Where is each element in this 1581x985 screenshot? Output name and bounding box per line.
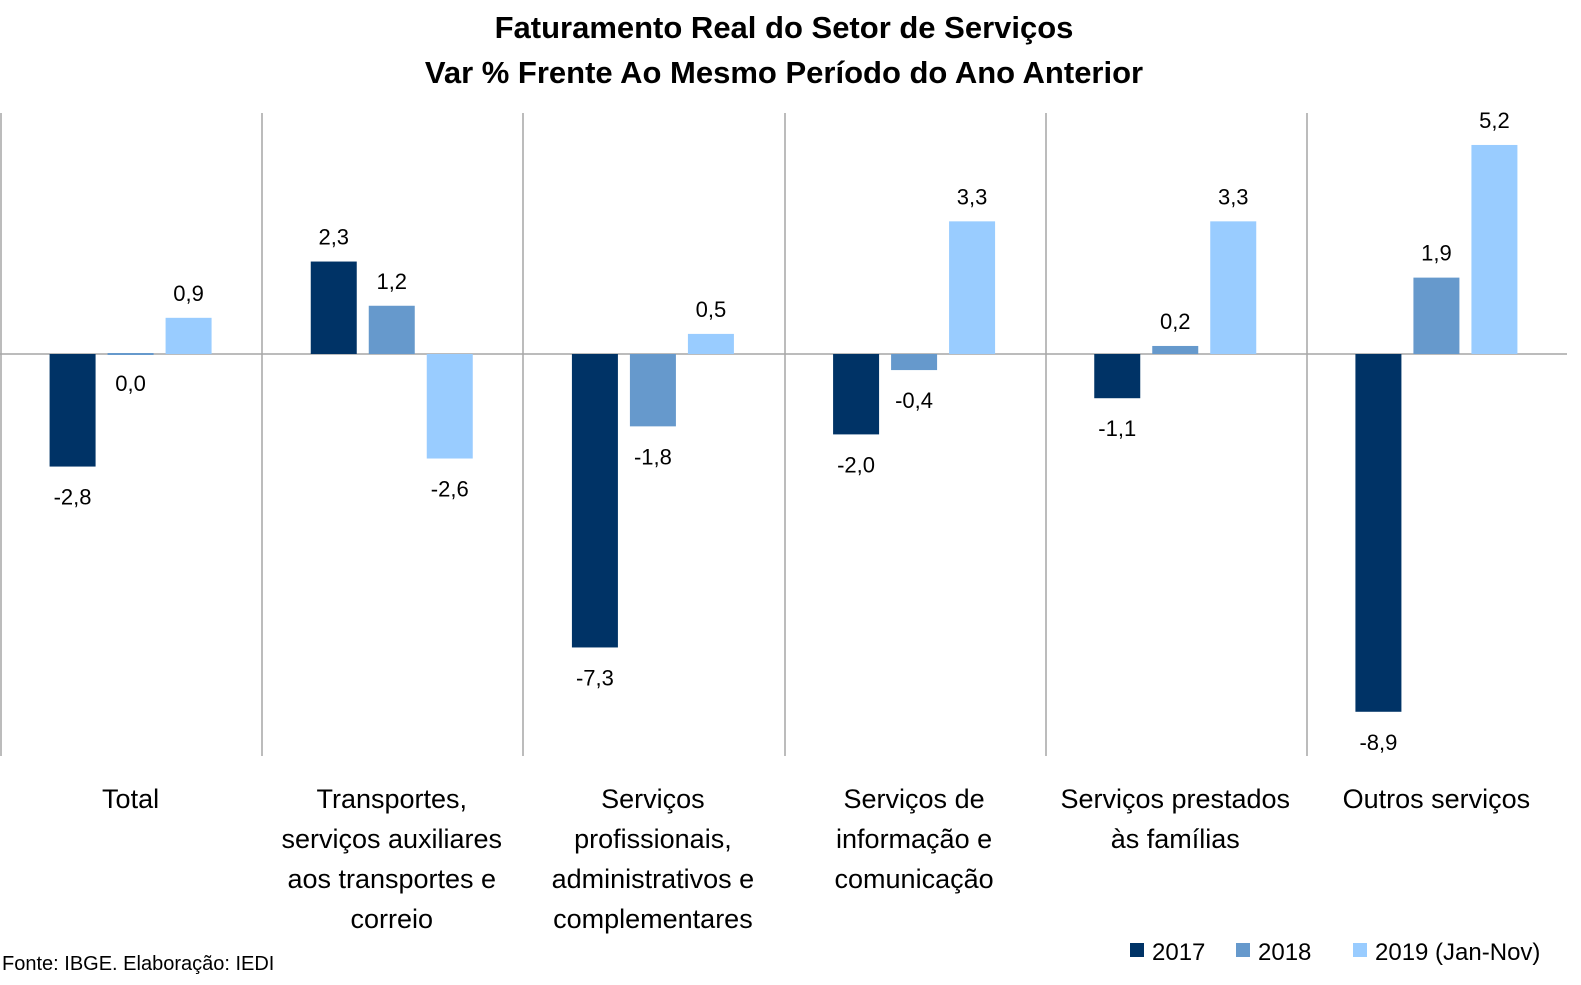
bar-2017-1: [310, 261, 357, 354]
bar-2018-2: [629, 354, 676, 427]
bar-2018-5: [1413, 277, 1460, 354]
bar-2017-2: [571, 354, 618, 648]
category-label: comunicação: [835, 864, 994, 894]
category-label: aos transportes e: [287, 864, 496, 894]
data-label: -2,8: [54, 485, 92, 510]
legend-label: 2019 (Jan-Nov): [1375, 939, 1540, 966]
category-label: Serviços: [601, 784, 705, 814]
data-label: 0,2: [1160, 309, 1191, 334]
data-label: 3,3: [957, 184, 988, 209]
category-label: Serviços prestados: [1060, 784, 1290, 814]
bar-2017-3: [833, 354, 880, 435]
data-label: -1,1: [1098, 416, 1136, 441]
bar-2017-4: [1094, 354, 1141, 399]
bar-2018-0: [107, 353, 154, 355]
data-label: 1,2: [376, 269, 407, 294]
bars-group: [49, 144, 1518, 712]
legend: 2017 2018 2019 (Jan-Nov): [1130, 939, 1540, 966]
data-label: 2,3: [318, 225, 349, 250]
bar-2017-0: [49, 354, 96, 467]
data-label: 0,5: [696, 297, 727, 322]
bar-2018-1: [368, 305, 415, 354]
category-labels-group: Total Transportes, serviços auxiliares aos …: [102, 784, 1530, 934]
data-label: -1,8: [634, 444, 672, 469]
data-label: 1,9: [1421, 241, 1452, 266]
bar-2019-jan-nov--3: [949, 221, 996, 354]
bar-2019-jan-nov--0: [165, 317, 212, 354]
data-label: -2,6: [431, 477, 469, 502]
category-label: complementares: [553, 904, 753, 934]
bar-2019-jan-nov--2: [687, 333, 734, 354]
bar-2018-4: [1152, 345, 1199, 354]
legend-label: 2018: [1258, 939, 1311, 966]
bar-2019-jan-nov--4: [1210, 221, 1257, 354]
bar-2019-jan-nov--5: [1471, 144, 1518, 354]
data-label: 3,3: [1218, 184, 1249, 209]
data-label: 0,0: [115, 371, 146, 396]
category-label: profissionais,: [574, 824, 732, 854]
category-label: administrativos e: [552, 864, 755, 894]
category-label: Total: [102, 784, 159, 814]
legend-swatch: [1236, 943, 1250, 957]
category-label: às famílias: [1111, 824, 1240, 854]
bar-2017-5: [1355, 354, 1402, 712]
category-separators: [0, 113, 1308, 756]
bar-2018-3: [891, 354, 938, 371]
source-note: Fonte: IBGE. Elaboração: IEDI: [2, 953, 274, 975]
legend-swatch: [1353, 943, 1367, 957]
category-label: serviços auxiliares: [281, 824, 502, 854]
chart-title: Faturamento Real do Setor de Serviços: [495, 10, 1074, 45]
legend-swatch: [1130, 943, 1144, 957]
category-label: Serviços de: [844, 784, 985, 814]
data-label: 0,9: [173, 281, 204, 306]
data-label: -8,9: [1359, 730, 1397, 755]
category-label: Outros serviços: [1343, 784, 1531, 814]
data-label: -2,0: [837, 452, 875, 477]
bar-2019-jan-nov--1: [426, 354, 473, 459]
category-label: Transportes,: [316, 784, 467, 814]
data-label: 5,2: [1479, 108, 1510, 133]
data-labels-group: -2,8 2,3 -7,3 -2,0 -1,1 -8,9 0,0 1,2 -1,8 -0,4 0,2…: [54, 108, 1510, 755]
legend-label: 2017: [1152, 939, 1205, 966]
data-label: -7,3: [576, 665, 614, 690]
chart-subtitle: Var % Frente Ao Mesmo Período do Ano Ant…: [425, 55, 1143, 90]
category-label: informação e: [836, 824, 992, 854]
category-label: correio: [350, 904, 433, 934]
data-label: -0,4: [895, 388, 933, 413]
